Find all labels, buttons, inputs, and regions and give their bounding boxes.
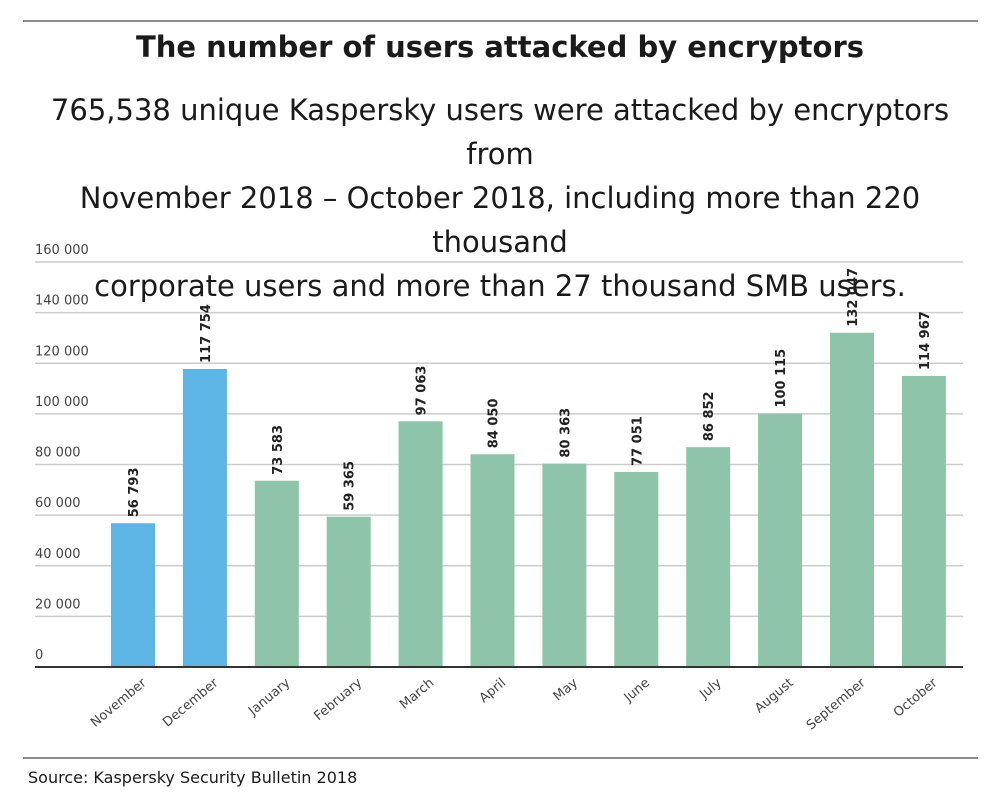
x-tick-label: May (551, 675, 581, 704)
bar-august (758, 413, 803, 667)
y-tick-label: 80 000 (35, 446, 81, 461)
data-label: 80 363 (558, 408, 573, 458)
data-label: 84 050 (487, 398, 502, 448)
y-tick-label: 160 000 (35, 243, 89, 258)
bar-january (254, 480, 299, 667)
data-label: 114 967 (918, 311, 933, 370)
data-label: 97 063 (415, 366, 430, 416)
bar-september (830, 332, 874, 667)
data-label: 132 047 (846, 268, 861, 327)
x-tick-label: January (245, 675, 293, 719)
bottom-rule (23, 757, 978, 759)
y-tick-label: 40 000 (35, 547, 81, 562)
subtitle-line-1: 765,538 unique Kaspersky users were atta… (50, 93, 950, 171)
x-tick-label: July (696, 675, 725, 702)
bar-october (901, 375, 946, 667)
top-rule (23, 20, 978, 22)
bar-march (398, 421, 443, 667)
source-note: Source: Kaspersky Security Bulletin 2018 (28, 768, 358, 787)
x-tick-label: June (621, 676, 653, 706)
y-tick-label: 0 (35, 648, 43, 663)
bar-april (470, 454, 515, 667)
x-tick-label: August (752, 676, 796, 717)
y-tick-label: 100 000 (35, 395, 89, 410)
subtitle-line-2: November 2018 – October 2018, including … (79, 181, 921, 259)
data-label: 73 583 (271, 425, 286, 475)
y-tick-label: 140 000 (35, 294, 89, 309)
bar-december (182, 368, 227, 667)
data-label: 77 051 (630, 416, 645, 466)
subtitle-line-3: corporate users and more than 27 thousan… (94, 269, 906, 303)
x-tick-label: February (311, 675, 365, 724)
bar-november (111, 523, 155, 667)
y-tick-label: 20 000 (35, 597, 81, 612)
data-label: 100 115 (774, 349, 789, 408)
data-label: 59 365 (343, 461, 358, 511)
bar-june (614, 471, 659, 667)
chart-title: The number of users attacked by encrypto… (135, 30, 865, 64)
chart-subtitle: 765,538 unique Kaspersky users were atta… (20, 88, 980, 308)
bar-chart: 0 20 000 40 000 60 000 80 000 100 000 120 000 1… (35, 243, 963, 733)
data-label: 117 754 (199, 304, 214, 363)
data-label: 56 793 (127, 467, 142, 517)
x-tick-label: September (804, 675, 869, 733)
bar-february (326, 516, 371, 667)
bar-may (542, 463, 587, 667)
x-tick-label: March (397, 676, 437, 713)
x-tick-label: December (160, 675, 222, 730)
y-tick-label: 60 000 (35, 496, 81, 511)
x-tick-label: November (88, 675, 150, 730)
bar-july (686, 447, 731, 667)
x-tick-label: October (891, 675, 941, 720)
data-label: 86 852 (702, 391, 717, 441)
y-tick-label: 120 000 (35, 344, 89, 359)
x-tick-label: April (477, 676, 509, 707)
